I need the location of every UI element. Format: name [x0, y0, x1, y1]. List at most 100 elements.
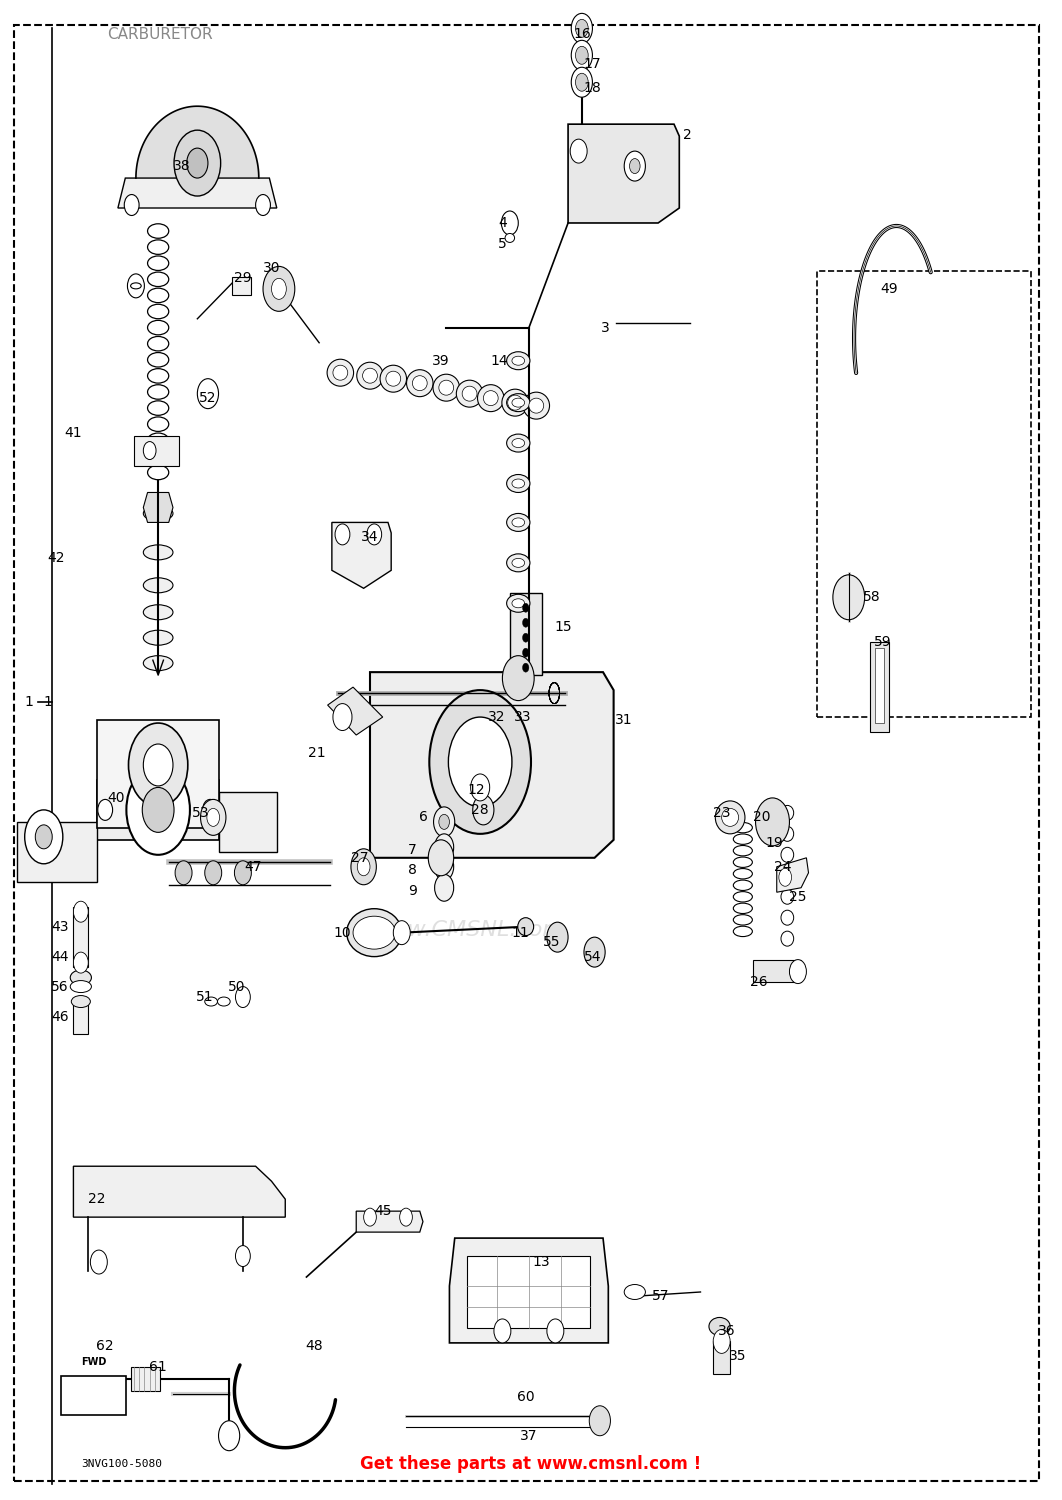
Bar — [17, 822, 97, 882]
Ellipse shape — [457, 380, 483, 406]
Ellipse shape — [512, 398, 525, 406]
Circle shape — [203, 800, 218, 820]
Text: 51: 51 — [196, 990, 213, 1004]
Ellipse shape — [722, 808, 738, 826]
Text: 8: 8 — [408, 862, 416, 877]
Circle shape — [523, 618, 529, 627]
Circle shape — [571, 40, 593, 70]
Circle shape — [90, 1250, 107, 1274]
Circle shape — [24, 810, 63, 864]
Polygon shape — [118, 178, 277, 209]
Circle shape — [778, 868, 791, 886]
Circle shape — [576, 74, 588, 92]
Ellipse shape — [716, 801, 744, 834]
Ellipse shape — [70, 970, 91, 986]
Ellipse shape — [407, 369, 433, 396]
Circle shape — [429, 690, 531, 834]
Text: 50: 50 — [227, 980, 245, 993]
Text: 55: 55 — [544, 934, 561, 948]
Ellipse shape — [143, 578, 173, 592]
Text: 2: 2 — [683, 128, 692, 141]
Ellipse shape — [412, 375, 427, 390]
Circle shape — [142, 788, 174, 832]
Ellipse shape — [507, 474, 530, 492]
Circle shape — [363, 1208, 376, 1225]
Circle shape — [399, 1208, 412, 1225]
Text: 29: 29 — [234, 272, 252, 285]
Circle shape — [236, 987, 251, 1008]
Text: 11: 11 — [512, 926, 529, 939]
Text: 6: 6 — [418, 810, 427, 825]
Ellipse shape — [506, 234, 515, 243]
Text: 49: 49 — [880, 282, 897, 296]
Text: Get these parts at www.cmsnl.com !: Get these parts at www.cmsnl.com ! — [360, 1455, 702, 1473]
Circle shape — [201, 800, 226, 836]
Text: 4: 4 — [498, 216, 507, 229]
Polygon shape — [370, 672, 614, 858]
Polygon shape — [356, 1210, 423, 1231]
Text: 7: 7 — [408, 843, 416, 858]
Text: 33: 33 — [514, 710, 531, 724]
Circle shape — [630, 159, 640, 174]
Ellipse shape — [502, 388, 529, 416]
Circle shape — [571, 13, 593, 44]
Text: 42: 42 — [48, 552, 65, 566]
Circle shape — [523, 603, 529, 612]
Circle shape — [523, 648, 529, 657]
Circle shape — [219, 1420, 240, 1450]
Circle shape — [624, 152, 646, 182]
Circle shape — [434, 853, 453, 880]
Text: 35: 35 — [729, 1350, 747, 1364]
Text: 44: 44 — [51, 950, 68, 963]
Text: 53: 53 — [192, 806, 209, 820]
Text: 57: 57 — [651, 1290, 669, 1304]
Circle shape — [235, 861, 252, 885]
Ellipse shape — [483, 390, 498, 405]
Polygon shape — [776, 858, 808, 892]
Circle shape — [502, 656, 534, 700]
Text: 62: 62 — [97, 1340, 114, 1353]
Circle shape — [127, 274, 144, 298]
Text: 5: 5 — [498, 237, 507, 250]
Circle shape — [501, 211, 518, 236]
Ellipse shape — [624, 1284, 646, 1299]
Bar — [467, 1256, 590, 1328]
Circle shape — [207, 808, 220, 826]
Text: 1: 1 — [44, 694, 52, 709]
Ellipse shape — [357, 362, 383, 388]
Ellipse shape — [518, 918, 533, 936]
Polygon shape — [143, 492, 173, 522]
Polygon shape — [449, 1238, 609, 1342]
Circle shape — [335, 524, 349, 544]
Circle shape — [789, 960, 806, 984]
Ellipse shape — [709, 1317, 731, 1335]
Circle shape — [473, 795, 494, 825]
Text: 34: 34 — [361, 531, 379, 544]
Text: 28: 28 — [472, 802, 489, 818]
Circle shape — [755, 798, 789, 846]
Text: www.CMSNL.com: www.CMSNL.com — [371, 920, 564, 939]
Text: 30: 30 — [262, 261, 280, 274]
Ellipse shape — [143, 506, 173, 520]
Circle shape — [256, 195, 271, 216]
Text: 40: 40 — [107, 790, 124, 806]
Circle shape — [584, 938, 605, 968]
Ellipse shape — [353, 916, 395, 950]
Circle shape — [523, 663, 529, 672]
Text: 39: 39 — [432, 354, 450, 368]
Text: 22: 22 — [88, 1192, 105, 1206]
Text: 47: 47 — [244, 859, 262, 874]
FancyBboxPatch shape — [61, 1376, 126, 1414]
Bar — [870, 642, 889, 732]
Text: CARBURETOR: CARBURETOR — [107, 27, 213, 42]
Circle shape — [35, 825, 52, 849]
Circle shape — [494, 1318, 511, 1342]
Text: 14: 14 — [491, 354, 508, 368]
Bar — [510, 592, 542, 675]
Text: 41: 41 — [65, 426, 82, 439]
Text: 3NVG100-5080: 3NVG100-5080 — [81, 1460, 161, 1468]
Ellipse shape — [131, 284, 141, 290]
Circle shape — [187, 148, 208, 178]
Circle shape — [174, 130, 221, 196]
Text: 12: 12 — [467, 783, 484, 798]
